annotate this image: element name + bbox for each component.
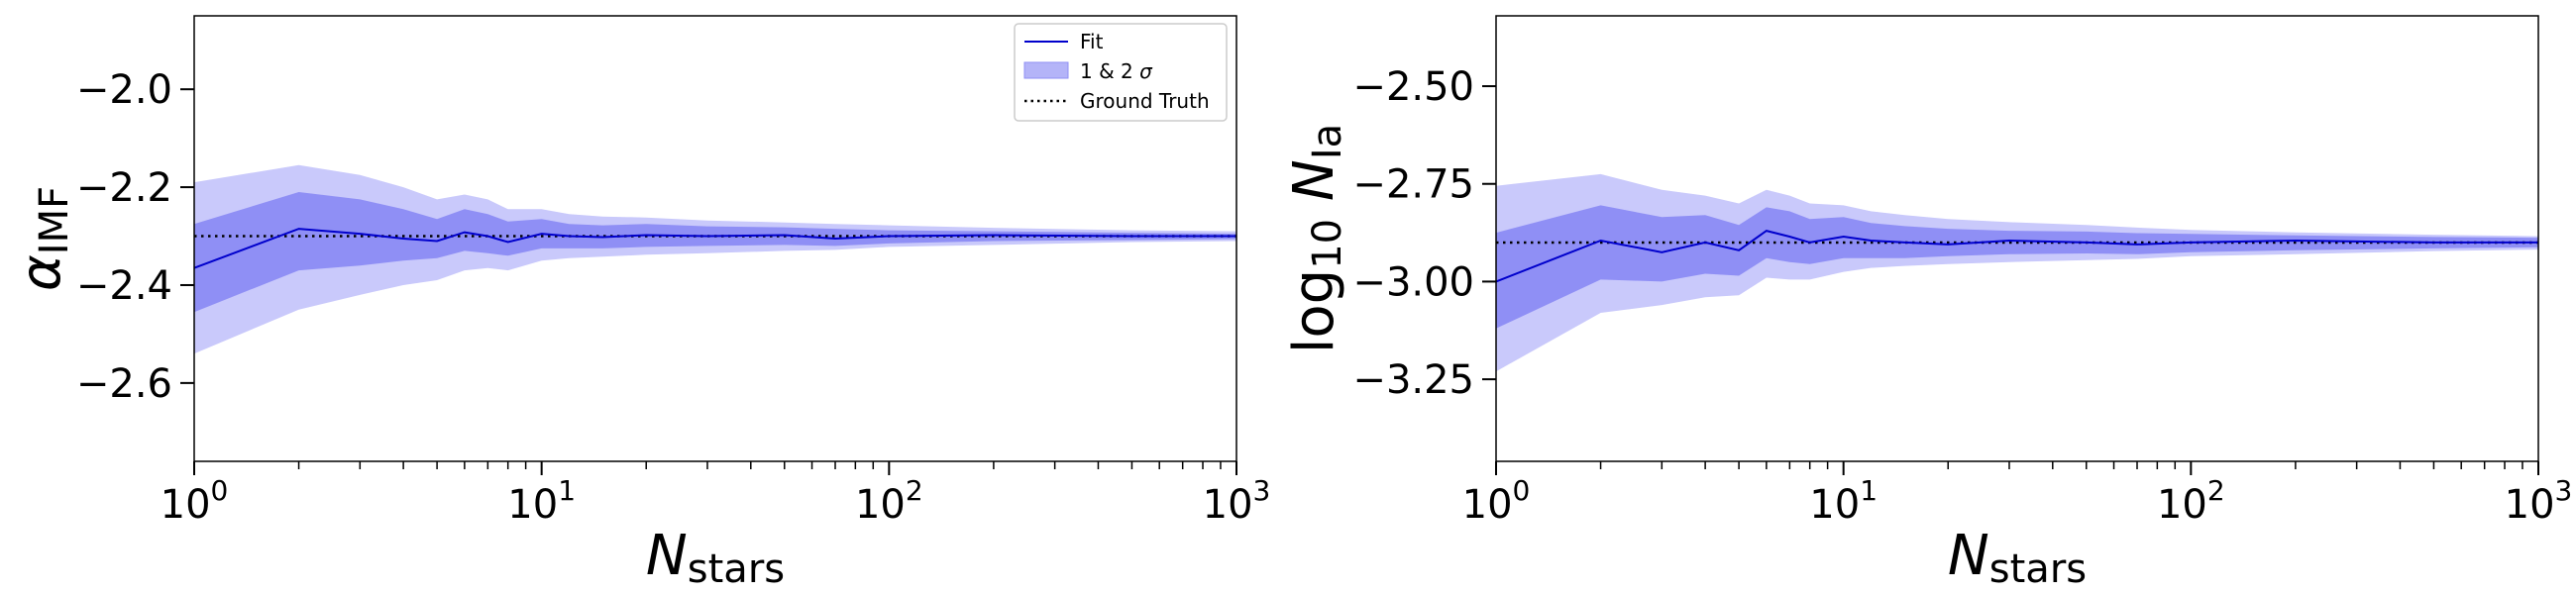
y-axis-label-right: log10 NIa	[1282, 124, 1350, 353]
x-tick-label: 101	[507, 474, 576, 528]
x-tick-label: 100	[161, 474, 229, 528]
x-ticks-left: 100 101 102 103	[161, 461, 1271, 528]
legend: Fit 1 & 2 σ Ground Truth	[1014, 23, 1228, 122]
legend-truth-label: Ground Truth	[1080, 89, 1210, 113]
y-tick-label: −2.4	[76, 263, 172, 309]
x-tick-label: 102	[855, 474, 923, 528]
fit-line-left	[193, 228, 1236, 269]
chart-alpha-imf: 100 101 102 103 −2.0 −2.2 −2.4 −2.6 Nstars αIM…	[9, 15, 1271, 592]
y-tick-label: −2.75	[1352, 162, 1474, 208]
legend-box	[1014, 23, 1228, 122]
y-axis-label-left: αIMF	[9, 186, 77, 291]
band-2sigma-left	[194, 164, 1236, 354]
legend-band-label: 1 & 2 σ	[1080, 59, 1153, 83]
chart-log-n-ia: 100 101 102 103 −2.50 −2.75 −3.00 −3.25 Nstars…	[1282, 15, 2573, 592]
x-tick-label: 101	[1809, 474, 1878, 528]
legend-fit-label: Fit	[1080, 30, 1104, 53]
y-tick-label: −2.2	[76, 165, 172, 211]
sigma-bands-right	[1496, 173, 2538, 372]
x-tick-label: 103	[1203, 474, 1271, 528]
x-axis-label-left: Nstars	[646, 524, 785, 592]
y-tick-label: −2.6	[76, 361, 172, 407]
y-tick-label: −3.25	[1352, 357, 1474, 403]
plot-frame-left	[193, 15, 1237, 462]
y-ticks-left: −2.0 −2.2 −2.4 −2.6	[76, 67, 194, 407]
y-tick-label: −2.0	[76, 67, 172, 113]
sigma-bands-left	[194, 164, 1236, 354]
fit-line-right	[1495, 230, 2538, 283]
plot-frame-right	[1495, 15, 2539, 462]
x-tick-label: 100	[1462, 474, 1531, 528]
band-1sigma-left	[194, 192, 1236, 313]
legend-band-swatch	[1023, 61, 1069, 79]
x-tick-label: 103	[2505, 474, 2573, 528]
y-ticks-right: −2.50 −2.75 −3.00 −3.25	[1352, 64, 1496, 403]
x-ticks-right: 100 101 102 103	[1462, 461, 2573, 528]
band-1sigma-right	[1496, 205, 2538, 329]
y-tick-label: −3.00	[1352, 259, 1474, 305]
y-tick-label: −2.50	[1352, 64, 1474, 110]
x-tick-label: 102	[2157, 474, 2225, 528]
x-axis-label-right: Nstars	[1948, 524, 2087, 592]
